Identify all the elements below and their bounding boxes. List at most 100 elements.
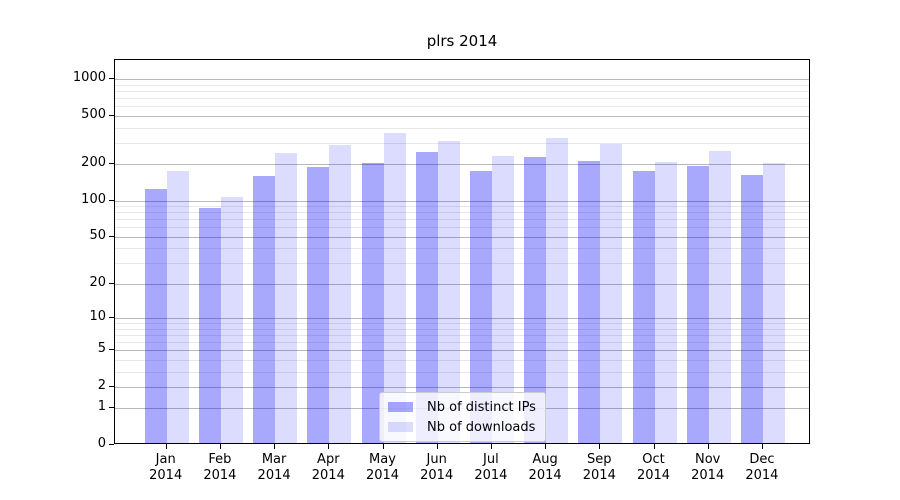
bar-nb-of-distinct-ips-jan (144, 189, 167, 443)
x-tick-month-aug: Aug (532, 452, 558, 467)
x-tick-label-dec: Dec 2014 (730, 452, 794, 484)
x-tick-label-sep: Sep 2014 (567, 452, 631, 484)
y-tick-100 (109, 199, 114, 201)
minor-gridline-900 (115, 84, 809, 86)
y-tick-label-10: 10 (89, 308, 106, 324)
minor-gridline-90 (115, 206, 809, 208)
bar-nb-of-downloads-dec (762, 163, 785, 443)
minor-gridline-8 (115, 328, 809, 330)
y-tick-label-20: 20 (89, 274, 106, 290)
x-tick-month-sep: Sep (587, 452, 612, 467)
minor-gridline-3 (115, 371, 809, 373)
minor-gridline-6 (115, 341, 809, 343)
minor-gridline-600 (115, 106, 809, 108)
major-gridline-500 (115, 115, 809, 117)
x-tick-label-jan: Jan 2014 (134, 452, 198, 484)
x-tick-jun (436, 444, 438, 449)
minor-gridline-30 (115, 263, 809, 265)
y-tick-2 (109, 385, 114, 387)
bar-nb-of-downloads-aug (546, 137, 569, 443)
bar-nb-of-downloads-may (383, 132, 406, 443)
y-tick-10 (109, 316, 114, 318)
x-tick-label-apr: Apr 2014 (296, 452, 360, 484)
x-tick-label-nov: Nov 2014 (676, 452, 740, 484)
x-tick-month-jun: Jun (426, 452, 447, 467)
y-tick-label-1: 1 (97, 399, 106, 415)
bar-nb-of-distinct-ips-apr (307, 167, 330, 443)
x-tick-label-jul: Jul 2014 (459, 452, 523, 484)
x-tick-month-dec: Dec (749, 452, 775, 467)
x-tick-year-dec: 2014 (745, 468, 779, 483)
legend: Nb of distinct IPs Nb of downloads (379, 392, 546, 442)
y-tick-0 (109, 444, 114, 445)
x-tick-month-mar: Mar (261, 452, 287, 467)
major-gridline-100 (115, 200, 809, 202)
y-tick-50 (109, 235, 114, 237)
major-gridline-10 (115, 317, 809, 319)
x-tick-aug (545, 444, 547, 449)
bar-nb-of-downloads-sep (600, 144, 623, 443)
x-tick-year-feb: 2014 (203, 468, 237, 483)
y-tick-label-200: 200 (81, 155, 106, 171)
minor-gridline-700 (115, 97, 809, 99)
legend-swatch-nb-of-downloads (388, 422, 413, 432)
minor-gridline-60 (115, 227, 809, 229)
bar-nb-of-downloads-mar (275, 152, 298, 443)
legend-label-nb-of-distinct-ips: Nb of distinct IPs (427, 399, 536, 415)
x-tick-month-jan: Jan (155, 452, 176, 467)
y-tick-5 (109, 349, 114, 351)
x-tick-month-nov: Nov (695, 452, 721, 467)
major-gridline-200 (115, 164, 809, 166)
x-tick-month-jul: Jul (483, 452, 499, 467)
bar-nb-of-distinct-ips-aug (524, 156, 547, 443)
x-tick-may (382, 444, 384, 449)
bar-nb-of-distinct-ips-jul (469, 171, 492, 443)
x-tick-year-apr: 2014 (311, 468, 345, 483)
bar-nb-of-distinct-ips-mar (253, 175, 276, 443)
bar-nb-of-downloads-feb (220, 196, 243, 443)
x-tick-label-feb: Feb 2014 (188, 452, 252, 484)
x-tick-month-apr: Apr (317, 452, 340, 467)
x-tick-dec (761, 444, 763, 449)
legend-entry-nb-of-downloads: Nb of downloads (380, 417, 545, 437)
y-tick-label-0: 0 (97, 436, 106, 451)
x-tick-month-may: May (369, 452, 396, 467)
y-tick-label-100: 100 (81, 191, 106, 207)
minor-gridline-300 (115, 142, 809, 144)
bar-nb-of-distinct-ips-oct (632, 171, 655, 443)
x-tick-label-mar: Mar 2014 (242, 452, 306, 484)
legend-label-nb-of-downloads: Nb of downloads (427, 419, 536, 435)
x-tick-oct (653, 444, 655, 449)
bar-nb-of-downloads-oct (654, 161, 677, 443)
plot-area (114, 59, 810, 444)
x-tick-year-jan: 2014 (149, 468, 183, 483)
minor-gridline-800 (115, 90, 809, 92)
x-tick-label-aug: Aug 2014 (513, 452, 577, 484)
x-tick-year-sep: 2014 (582, 468, 616, 483)
x-tick-year-aug: 2014 (528, 468, 562, 483)
minor-gridline-400 (115, 127, 809, 129)
bar-nb-of-distinct-ips-dec (740, 174, 763, 443)
bar-nb-of-downloads-jun (437, 140, 460, 443)
x-tick-nov (707, 444, 709, 449)
x-tick-year-jun: 2014 (420, 468, 454, 483)
x-tick-year-oct: 2014 (636, 468, 671, 483)
y-tick-label-1000: 1000 (72, 70, 106, 86)
minor-gridline-9 (115, 323, 809, 325)
x-tick-jan (165, 444, 167, 449)
y-tick-1000 (109, 78, 114, 80)
y-tick-200 (109, 163, 114, 165)
y-tick-label-50: 50 (89, 227, 106, 243)
x-tick-month-oct: Oct (642, 452, 665, 467)
x-tick-year-jul: 2014 (474, 468, 508, 483)
x-tick-label-jun: Jun 2014 (405, 452, 469, 484)
bar-nb-of-downloads-jul (491, 156, 514, 443)
major-gridline-20 (115, 283, 809, 285)
y-tick-1 (109, 407, 114, 409)
bar-nb-of-distinct-ips-jun (415, 152, 438, 443)
legend-entry-nb-of-distinct-ips: Nb of distinct IPs (380, 397, 545, 417)
legend-swatch-nb-of-distinct-ips (388, 402, 413, 412)
x-tick-jul (490, 444, 492, 449)
bar-nb-of-downloads-jan (166, 171, 189, 443)
y-tick-label-2: 2 (97, 377, 106, 393)
